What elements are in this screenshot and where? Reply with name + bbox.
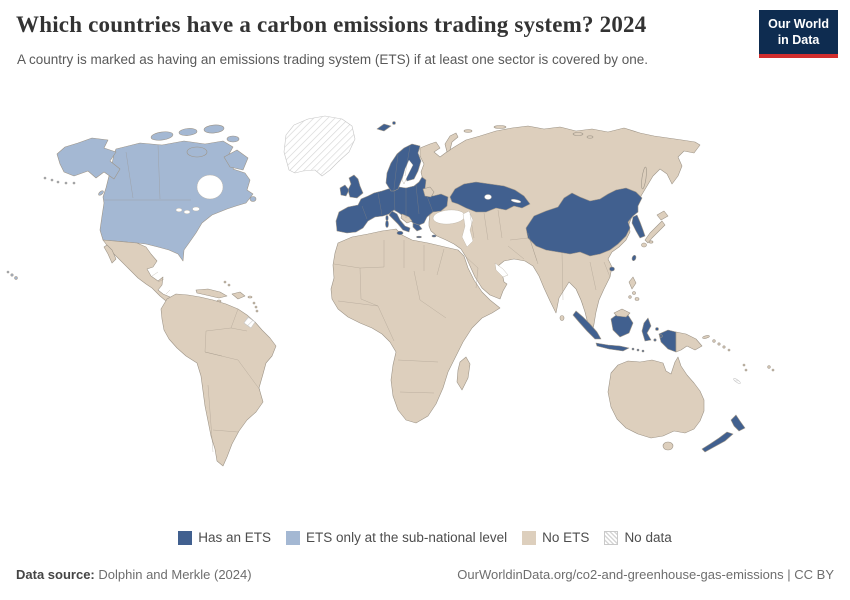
region-indonesia[interactable] [572, 310, 677, 353]
region-south-korea[interactable] [631, 214, 646, 239]
legend-item-no-ets[interactable]: No ETS [522, 530, 589, 545]
region-africa[interactable] [330, 228, 501, 424]
region-alaska[interactable] [56, 137, 121, 180]
region-tasmania[interactable] [662, 441, 674, 451]
chart-subtitle: A country is marked as having an emissio… [17, 52, 649, 67]
footer-links: OurWorldinData.org/co2-and-greenhouse-ga… [457, 567, 834, 582]
region-caribbean[interactable] [195, 280, 259, 313]
legend-swatch-no-data [604, 530, 619, 545]
world-map [6, 115, 775, 467]
region-cyprus[interactable] [431, 234, 437, 238]
great-lake [183, 209, 191, 214]
aral-sea [484, 194, 492, 200]
region-new-caledonia[interactable] [733, 378, 741, 385]
owid-url-link[interactable]: OurWorldinData.org/co2-and-greenhouse-ga… [457, 567, 784, 582]
legend-label-has-ets: Has an ETS [198, 530, 272, 545]
lakes [432, 194, 522, 278]
region-arctic-islands[interactable] [150, 124, 249, 171]
lake-balkhash [510, 199, 522, 203]
legend-swatch-has-ets [178, 530, 193, 545]
region-madagascar[interactable] [456, 356, 471, 391]
data-source: Data source: Dolphin and Merkle (2024) [16, 567, 252, 582]
region-canada-us[interactable] [99, 140, 254, 262]
legend-item-subnational[interactable]: ETS only at the sub-national level [286, 530, 507, 545]
legend-label-no-data: No data [624, 530, 672, 545]
great-lake [192, 206, 200, 212]
region-greece[interactable] [412, 222, 423, 239]
page-title: Which countries have a carbon emissions … [16, 12, 647, 37]
owid-logo-line2: in Data [777, 32, 820, 47]
legend-label-no-ets: No ETS [542, 530, 590, 545]
chart-footer: Data source: Dolphin and Merkle (2024) O… [16, 567, 834, 582]
persian-gulf [494, 262, 509, 278]
great-lake [175, 207, 183, 212]
region-taiwan[interactable] [631, 254, 637, 262]
region-svalbard[interactable] [376, 121, 396, 132]
owid-logo-line1: Our World [768, 17, 829, 31]
hudson-bay [196, 174, 224, 200]
region-vancouver-island[interactable] [98, 190, 105, 196]
data-source-link[interactable]: Dolphin and Merkle (2024) [98, 567, 252, 582]
region-western-balkans[interactable] [400, 213, 413, 224]
data-source-label: Data source: [16, 567, 95, 582]
license-link[interactable]: CC BY [794, 567, 834, 582]
region-china[interactable] [525, 187, 643, 257]
region-novaya-zemlya[interactable] [444, 132, 459, 153]
region-malaysia-borneo[interactable] [613, 308, 631, 318]
lakes-north-america [175, 174, 224, 214]
region-hainan[interactable] [609, 266, 615, 272]
region-mexico-central-america[interactable] [102, 239, 178, 307]
region-hawaii[interactable] [6, 270, 18, 280]
region-newfoundland[interactable] [249, 196, 257, 202]
region-scandinavia[interactable] [385, 143, 422, 192]
map-legend: Has an ETS ETS only at the sub-national … [0, 530, 850, 545]
region-japan[interactable] [641, 210, 669, 248]
region-pacific-islands[interactable] [712, 339, 775, 372]
region-aleutian-islands[interactable] [43, 176, 76, 185]
legend-label-subnational: ETS only at the sub-national level [306, 530, 508, 545]
region-belarus[interactable] [422, 186, 435, 198]
region-australia[interactable] [607, 356, 705, 439]
legend-item-has-ets[interactable]: Has an ETS [178, 530, 271, 545]
legend-swatch-no-ets [522, 530, 537, 545]
region-sri-lanka[interactable] [559, 315, 565, 321]
legend-swatch-subnational [286, 530, 301, 545]
region-arctic-russia-islands[interactable] [463, 125, 594, 139]
country-borders [104, 144, 611, 453]
caspian-sea [461, 210, 474, 248]
region-ireland[interactable] [339, 184, 350, 197]
region-new-zealand[interactable] [701, 414, 746, 453]
region-papua-new-guinea[interactable] [675, 331, 710, 353]
region-baja-california[interactable] [103, 244, 117, 264]
gulf-of-bothnia [401, 159, 414, 185]
region-italy[interactable] [385, 210, 411, 236]
footer-separator: | [783, 567, 795, 582]
region-uk[interactable] [347, 174, 364, 199]
region-sakhalin[interactable] [640, 166, 647, 190]
owid-logo[interactable]: Our World in Data [759, 10, 838, 59]
region-south-america[interactable] [160, 293, 277, 467]
region-french-guiana[interactable] [243, 316, 256, 329]
region-philippines[interactable] [628, 276, 640, 301]
legend-item-no-data[interactable]: No data [604, 530, 672, 545]
region-greenland[interactable] [283, 115, 356, 177]
